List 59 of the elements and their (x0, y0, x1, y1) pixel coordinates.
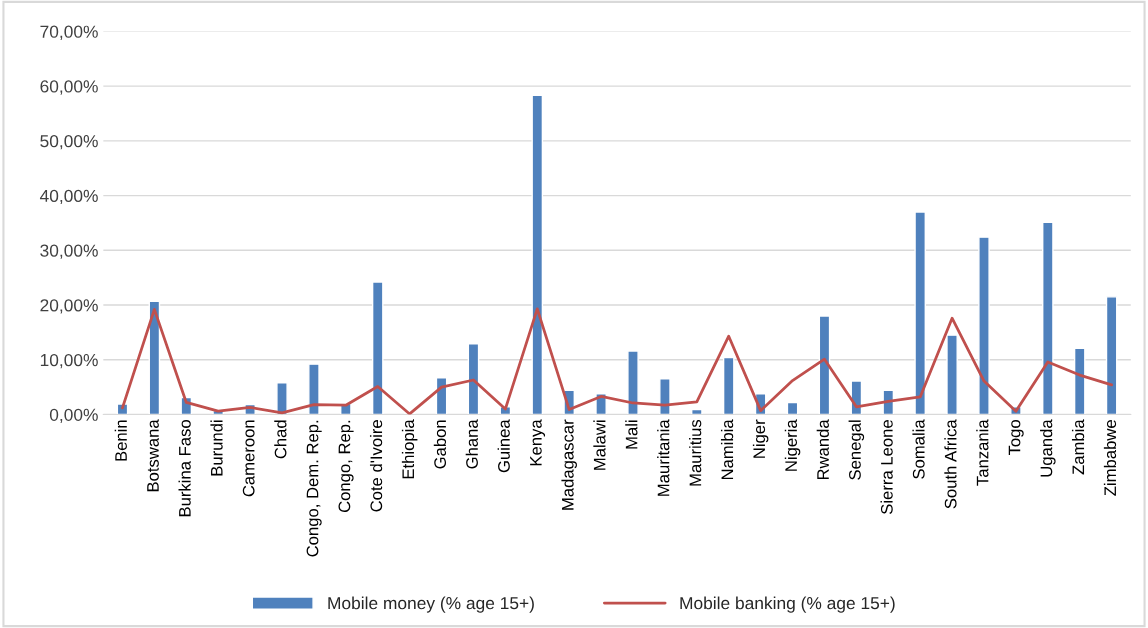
legend-label: Mobile banking (% age 15+) (680, 596, 895, 613)
x-tick-label: Ethiopia (401, 419, 418, 479)
x-tick-label: Mali (625, 420, 638, 449)
x-tick-label: Mauritania (657, 419, 670, 496)
bar (722, 356, 735, 415)
x-tick-label: Niger (752, 419, 769, 458)
x-tick-label: Tanzania (976, 419, 989, 486)
bar (659, 378, 671, 415)
x-tick-label: Namibia (720, 419, 734, 480)
bar (308, 363, 320, 415)
bar (371, 281, 384, 415)
y-tick-label: 70,00% (40, 25, 98, 40)
y-tick-label: 30,00% (40, 244, 98, 259)
x-tick-label: Nigeria (784, 419, 801, 471)
y-tick-label: 20,00% (40, 299, 98, 314)
line-series (121, 307, 1114, 415)
bar (786, 401, 799, 415)
x-tick-label: Botswana (147, 419, 159, 492)
bar (1073, 347, 1086, 415)
bar (531, 94, 544, 415)
bar (1105, 296, 1118, 415)
x-tick-label: Cote d'Ivoire (369, 420, 383, 512)
bar (627, 350, 639, 415)
x-tick-label: Togo (1008, 420, 1024, 456)
x-tick-label: Burkina Faso (178, 420, 191, 517)
x-tick-label: Somalia (912, 419, 925, 479)
x-tick-label: South Africa (944, 419, 957, 509)
bar (467, 343, 480, 415)
bar (691, 408, 703, 415)
bar (818, 315, 831, 415)
bar (978, 236, 990, 415)
x-tick-label: Malawi (593, 420, 606, 470)
x-tick-label: Madagascar (561, 419, 577, 510)
bar (914, 211, 926, 415)
x-tick-label: Zambia (1071, 419, 1085, 475)
x-tick-label: Rwanda (816, 419, 829, 480)
y-tick-label: 10,00% (40, 353, 98, 369)
bar (1042, 221, 1054, 415)
y-tick-label: 0,00% (49, 408, 98, 423)
x-tick-label: Guinea (497, 419, 510, 473)
x-tick-label: Benin (114, 420, 127, 461)
x-tick-label: Kenya (530, 419, 546, 466)
x-tick-label: Congo, Rep. (338, 420, 354, 513)
x-tick-label: Chad (274, 420, 287, 459)
x-tick-label: Burundi (210, 420, 223, 476)
legend-label: Mobile money (% age 15+) (328, 596, 534, 613)
x-tick-label: Uganda (1040, 419, 1056, 477)
y-tick-label: 60,00% (40, 80, 98, 95)
y-tick-label: 40,00% (39, 189, 98, 205)
x-tick-label: Ghana (465, 419, 478, 469)
y-tick-label: 50,00% (40, 135, 98, 150)
x-tick-label: Cameroon (242, 420, 255, 497)
x-tick-label: Senegal (848, 420, 865, 480)
x-tick-label: Sierra Leone (880, 420, 893, 515)
x-tick-label: Gabon (433, 420, 447, 469)
x-tick-label: Mauritius (689, 419, 702, 486)
x-tick-label: Zimbabwe (1103, 420, 1117, 496)
x-tick-label: Congo, Dem. Rep. (306, 420, 322, 557)
bar (946, 334, 958, 415)
